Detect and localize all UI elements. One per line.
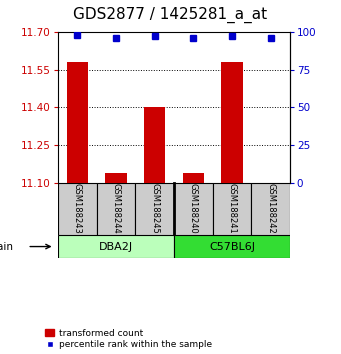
- Bar: [105, 173, 127, 183]
- Text: GDS2877 / 1425281_a_at: GDS2877 / 1425281_a_at: [73, 7, 268, 23]
- Text: strain: strain: [0, 241, 14, 252]
- Text: GSM188245: GSM188245: [150, 183, 159, 234]
- Bar: [135, 183, 174, 235]
- Bar: [58, 183, 97, 235]
- Text: DBA2J: DBA2J: [99, 241, 133, 252]
- Bar: [67, 62, 88, 183]
- Text: GSM188243: GSM188243: [73, 183, 82, 234]
- Bar: [58, 235, 174, 258]
- Text: GSM188242: GSM188242: [266, 183, 275, 234]
- Text: C57BL6J: C57BL6J: [209, 241, 255, 252]
- Legend: transformed count, percentile rank within the sample: transformed count, percentile rank withi…: [45, 329, 212, 349]
- Bar: [183, 173, 204, 183]
- Bar: [144, 107, 165, 183]
- Bar: [174, 183, 212, 235]
- Text: GSM188240: GSM188240: [189, 183, 198, 234]
- Bar: [97, 183, 135, 235]
- Bar: [221, 62, 242, 183]
- Text: GSM188241: GSM188241: [227, 183, 236, 234]
- Bar: [174, 235, 290, 258]
- Bar: [212, 183, 251, 235]
- Text: GSM188244: GSM188244: [112, 183, 120, 234]
- Bar: [251, 183, 290, 235]
